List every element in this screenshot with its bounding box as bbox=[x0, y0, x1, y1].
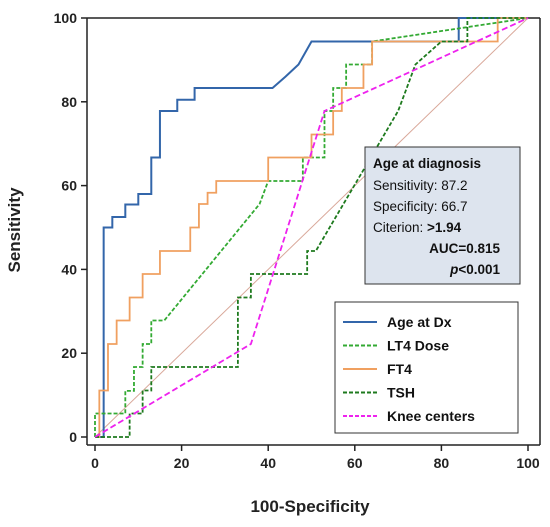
legend-background bbox=[334, 301, 519, 434]
annotation-criterion-label: Citerion: bbox=[373, 220, 427, 235]
x-tick-label: 40 bbox=[260, 455, 276, 471]
series-tsh-line bbox=[95, 17, 528, 438]
annotation-title: Age at diagnosis bbox=[373, 156, 481, 171]
annotation-auc: AUC=0.815 bbox=[429, 241, 500, 256]
y-tick-label: 100 bbox=[54, 10, 78, 26]
series-knee-centers-line bbox=[94, 17, 529, 438]
annotation-p-label: p bbox=[449, 262, 458, 277]
y-tick-label: 0 bbox=[69, 429, 77, 445]
x-tick-label: 20 bbox=[174, 455, 190, 471]
series-group bbox=[94, 17, 529, 438]
reference-diagonal bbox=[94, 17, 529, 438]
annotation-p: p<0.001 bbox=[449, 262, 500, 277]
x-axis-label: 100-Specificity bbox=[250, 497, 370, 516]
legend-label-age-at-dx: Age at Dx bbox=[387, 314, 452, 330]
x-tick-label: 100 bbox=[516, 455, 540, 471]
series-ft4-line bbox=[95, 17, 528, 438]
legend-label-ft4: FT4 bbox=[387, 361, 412, 377]
diagonal-reference-line bbox=[94, 17, 529, 438]
annotation-specificity: Specificity: 66.7 bbox=[373, 199, 468, 214]
x-tick-label: 80 bbox=[434, 455, 450, 471]
legend-label-lt4-dose: LT4 Dose bbox=[387, 338, 449, 354]
legend-label-knee-centers: Knee centers bbox=[387, 408, 475, 424]
y-tick-label: 20 bbox=[61, 345, 77, 361]
x-tick-label: 60 bbox=[347, 455, 363, 471]
annotation-box: Age at diagnosis Sensitivity: 87.2 Speci… bbox=[364, 146, 521, 285]
y-tick-label: 40 bbox=[61, 261, 77, 277]
annotation-p-value: <0.001 bbox=[458, 262, 500, 277]
annotation-criterion-value: >1.94 bbox=[427, 220, 462, 235]
legend: Age at Dx LT4 Dose FT4 TSH Knee centers bbox=[334, 301, 519, 434]
legend-label-tsh: TSH bbox=[387, 385, 415, 401]
y-axis-label: Sensitivity bbox=[5, 187, 24, 273]
series-age-at-dx-line bbox=[95, 17, 528, 438]
axes: 0 20 40 60 80 100 0 20 40 60 80 100 bbox=[54, 10, 541, 471]
annotation-background bbox=[364, 146, 521, 285]
annotation-criterion: Citerion: >1.94 bbox=[373, 220, 462, 235]
series-lt4-dose-line bbox=[94, 17, 529, 437]
y-tick-label: 80 bbox=[61, 94, 77, 110]
y-tick-label: 60 bbox=[61, 178, 77, 194]
annotation-sensitivity: Sensitivity: 87.2 bbox=[373, 178, 468, 193]
x-tick-label: 0 bbox=[91, 455, 99, 471]
